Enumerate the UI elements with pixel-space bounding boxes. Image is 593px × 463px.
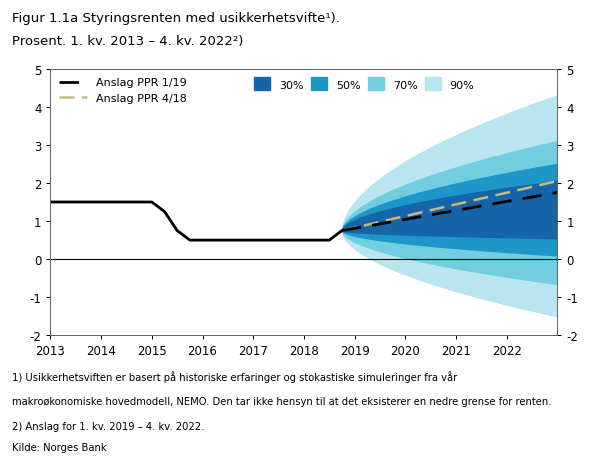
Legend: 30%, 50%, 70%, 90%: 30%, 50%, 70%, 90% <box>251 75 478 94</box>
Text: 2) Anslag for 1. kv. 2019 – 4. kv. 2022.: 2) Anslag for 1. kv. 2019 – 4. kv. 2022. <box>12 421 204 432</box>
Text: 1) Usikkerhetsviften er basert på historiske erfaringer og stokastiske simulerin: 1) Usikkerhetsviften er basert på histor… <box>12 370 457 382</box>
Text: Figur 1.1a Styringsrenten med usikkerhetsvifte¹).: Figur 1.1a Styringsrenten med usikkerhet… <box>12 12 340 25</box>
Text: Kilde: Norges Bank: Kilde: Norges Bank <box>12 442 107 452</box>
Text: makroøkonomiske hovedmodell, NEMO. Den tar ikke hensyn til at det eksisterer en : makroøkonomiske hovedmodell, NEMO. Den t… <box>12 396 551 406</box>
Text: Prosent. 1. kv. 2013 – 4. kv. 2022²): Prosent. 1. kv. 2013 – 4. kv. 2022²) <box>12 35 243 48</box>
